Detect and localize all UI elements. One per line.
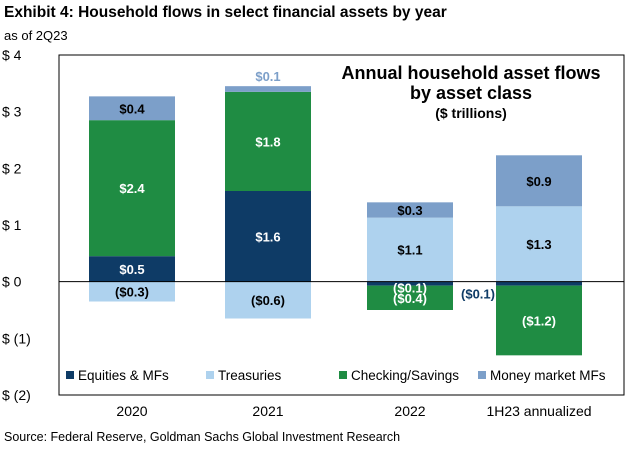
- data-label: ($0.3): [115, 285, 149, 300]
- source-note: Source: Federal Reserve, Goldman Sachs G…: [4, 430, 401, 444]
- data-label: $2.4: [119, 181, 145, 196]
- y-tick-label: $ 0: [2, 274, 22, 290]
- data-label: $0.1: [255, 69, 280, 84]
- y-axis: $ 4 $ 3 $ 2 $ 1 $ 0 $ (1) $ (2): [2, 47, 31, 403]
- x-tick-label: 2021: [252, 403, 283, 419]
- data-label: ($0.1): [393, 281, 427, 296]
- data-label: $1.8: [255, 134, 280, 149]
- data-label: ($0.6): [251, 293, 285, 308]
- bar-segment: [367, 281, 453, 286]
- bar-segment: [89, 96, 175, 121]
- chart-title-line-2: by asset class: [410, 83, 532, 103]
- x-tick-label: 2022: [394, 403, 425, 419]
- data-label: $1.6: [255, 229, 280, 244]
- bar-segment: [496, 285, 582, 356]
- legend-swatch: [206, 371, 214, 379]
- bar-segment: [89, 281, 175, 302]
- data-label: $1.1: [397, 243, 422, 258]
- x-tick-label: 2020: [116, 403, 147, 419]
- bar-segment: [496, 206, 582, 282]
- chart-legend: Equities & MFs Treasuries Checking/Savings…: [66, 368, 606, 383]
- legend-swatch: [66, 371, 74, 379]
- data-label: $0.9: [526, 174, 551, 189]
- bar-segment: [496, 281, 582, 286]
- bar-segment: [367, 285, 453, 310]
- y-tick-label: $ 1: [2, 217, 22, 233]
- bar-segment: [225, 86, 311, 92]
- data-label: ($1.2): [522, 313, 556, 328]
- bar-segment: [225, 191, 311, 282]
- x-tick-label: 1H23 annualized: [486, 403, 591, 419]
- plot-frame: [58, 54, 625, 396]
- bar-segment: [89, 120, 175, 257]
- data-label: ($0.1): [461, 287, 495, 302]
- chart-title-line-1: Annual household asset flows: [341, 63, 600, 83]
- bar-segment: [225, 91, 311, 191]
- bar-segment: [367, 217, 453, 282]
- legend-label: Checking/Savings: [351, 368, 459, 383]
- bar-segment: [367, 202, 453, 218]
- bar-segment: [496, 155, 582, 207]
- data-label: $1.3: [526, 237, 551, 252]
- chart-subtitle: ($ trillions): [435, 105, 507, 121]
- legend-label: Treasuries: [218, 368, 282, 383]
- legend-label: Money market MFs: [490, 368, 606, 383]
- x-axis: 2020 2021 2022 1H23 annualized: [116, 403, 591, 419]
- bar-layer: [89, 86, 582, 356]
- exhibit-title: Exhibit 4: Household flows in select fin…: [4, 4, 447, 21]
- exhibit-subtitle: as of 2Q23: [4, 28, 68, 43]
- legend-label: Equities & MFs: [78, 368, 169, 383]
- y-tick-label: $ 4: [2, 47, 22, 63]
- y-tick-label: $ 2: [2, 160, 22, 176]
- bar-label-layer: $0.5 ($0.3) $2.4 $0.4 $1.6 ($0.6) $1.8 $0.1 ($0.…: [115, 69, 556, 328]
- data-label: $0.4: [119, 101, 145, 116]
- data-label: $0.3: [397, 203, 422, 218]
- y-tick-label: $ 3: [2, 104, 22, 120]
- bar-segment: [89, 256, 175, 282]
- data-label: $0.5: [119, 262, 144, 277]
- y-tick-label: $ (2): [2, 387, 31, 403]
- data-label: ($0.4): [393, 291, 427, 306]
- y-tick-label: $ (1): [2, 330, 31, 346]
- legend-swatch: [339, 371, 347, 379]
- bar-segment: [225, 281, 311, 319]
- legend-swatch: [478, 371, 486, 379]
